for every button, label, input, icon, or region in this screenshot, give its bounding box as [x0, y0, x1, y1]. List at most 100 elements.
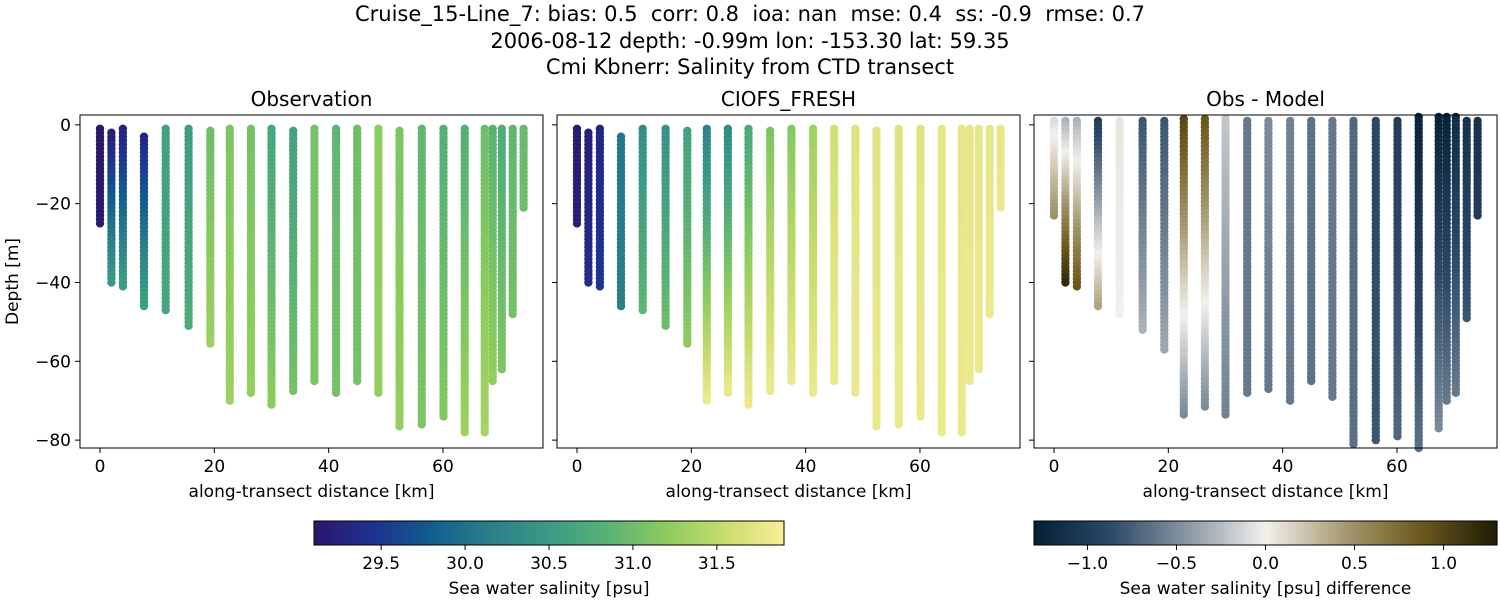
colorbar-segment	[1373, 521, 1378, 545]
colorbar-segment	[1280, 521, 1286, 545]
colorbar-segment	[1053, 521, 1058, 545]
data-point	[985, 309, 994, 319]
colorbar-segment	[525, 521, 531, 545]
colorbar-segment	[353, 521, 358, 545]
colorbar-segment	[1454, 521, 1460, 545]
colorbar-segment	[1466, 521, 1471, 545]
colorbar-segment	[494, 521, 499, 545]
data-point	[937, 428, 946, 437]
colorbar-segment	[772, 521, 777, 545]
data-point	[894, 420, 903, 429]
colorbar-segment	[415, 521, 421, 545]
data-point	[1200, 402, 1210, 411]
colorbar-segment	[423, 521, 429, 545]
colorbar-tick-label: −1.0	[1067, 554, 1108, 574]
colorbar-tick-label: 29.5	[362, 554, 400, 574]
colorbar-segment	[1323, 521, 1328, 545]
x-tick-label: 60	[432, 457, 454, 477]
colorbar-segment	[1331, 521, 1336, 545]
data-point	[480, 428, 489, 437]
x-tick-label: 20	[681, 457, 703, 477]
colorbar-segment	[1061, 521, 1066, 545]
cast-9	[1200, 114, 1210, 411]
cast-9	[246, 124, 256, 397]
data-point	[1442, 396, 1451, 405]
colorbar-segment	[1311, 521, 1317, 545]
colorbar-segment	[1485, 521, 1490, 545]
colorbar-segment	[678, 521, 683, 545]
colorbar-segment	[662, 521, 668, 545]
colorbar-segment	[1327, 521, 1332, 545]
colorbar-segment	[392, 521, 397, 545]
x-axis-label: along-transect distance [km]	[1143, 482, 1389, 502]
colorbar-segment	[599, 521, 605, 545]
data-point	[488, 376, 497, 386]
colorbar-segment	[1296, 521, 1301, 545]
cast-12	[787, 124, 796, 386]
cast-5	[1115, 116, 1124, 319]
cast-13	[808, 124, 818, 397]
colorbar-segment	[478, 521, 484, 545]
figure-title-line-3: Cmi Kbnerr: Salinity from CTD transect	[545, 55, 955, 79]
data-point	[965, 376, 974, 386]
colorbar-segment	[768, 521, 773, 545]
data-point	[916, 412, 925, 421]
colorbar-segment	[1265, 521, 1270, 545]
data-point	[1462, 313, 1471, 323]
colorbar-segment	[1388, 521, 1394, 545]
colorbar-segment	[1358, 521, 1363, 545]
colorbar-segment	[1169, 521, 1174, 545]
colorbar-segment	[1153, 521, 1159, 545]
cast-4	[616, 132, 626, 311]
cast-18	[1393, 116, 1402, 441]
colorbar-segment	[1115, 521, 1120, 545]
panel-title: Obs - Model	[1206, 87, 1325, 111]
data-point	[519, 203, 528, 212]
colorbar-segment	[427, 521, 433, 545]
colorbar-tick-label: 1.0	[1430, 554, 1457, 574]
cast-23	[985, 124, 994, 319]
colorbar-segment	[1045, 521, 1051, 545]
colorbar-segment	[1400, 521, 1405, 545]
colorbar-segment	[639, 521, 644, 545]
colorbar-segment	[1284, 521, 1290, 545]
colorbar-segment	[529, 521, 534, 545]
cast-14	[1307, 116, 1316, 386]
cast-2	[1061, 116, 1070, 287]
colorbar-segment	[541, 521, 546, 545]
plot-frame	[1033, 114, 1498, 449]
colorbar-segment	[631, 521, 636, 545]
colorbar-segment	[752, 521, 758, 545]
cast-24	[996, 124, 1005, 212]
colorbar-segment	[1161, 521, 1166, 545]
colorbar-segment	[721, 521, 726, 545]
colorbar-segment	[635, 521, 640, 545]
colorbar-segment	[596, 521, 601, 545]
colorbar-segment	[756, 521, 762, 545]
cast-22	[497, 124, 506, 374]
colorbar-segment	[376, 521, 382, 545]
colorbar-segment	[584, 521, 589, 545]
colorbar-segment	[1300, 521, 1305, 545]
cast-10	[1221, 114, 1230, 419]
colorbar-segment	[1122, 521, 1128, 545]
colorbar-segment	[740, 521, 746, 545]
colorbar-segment	[1091, 521, 1097, 545]
colorbar-segment	[400, 521, 405, 545]
colorbar-segment	[1253, 521, 1259, 545]
data-point	[497, 365, 506, 374]
colorbar-segment	[443, 521, 448, 545]
cast-22	[974, 124, 983, 374]
cast-3	[1072, 116, 1082, 291]
cast-11	[766, 126, 775, 396]
colorbar-segment	[603, 521, 609, 545]
colorbar-segment	[1381, 521, 1386, 545]
cast-7	[1160, 116, 1169, 354]
colorbar-segment	[466, 521, 472, 545]
data-point	[310, 376, 319, 386]
cast-24	[1473, 116, 1482, 220]
colorbar-segment	[1111, 521, 1116, 545]
colorbar-segment	[1134, 521, 1139, 545]
